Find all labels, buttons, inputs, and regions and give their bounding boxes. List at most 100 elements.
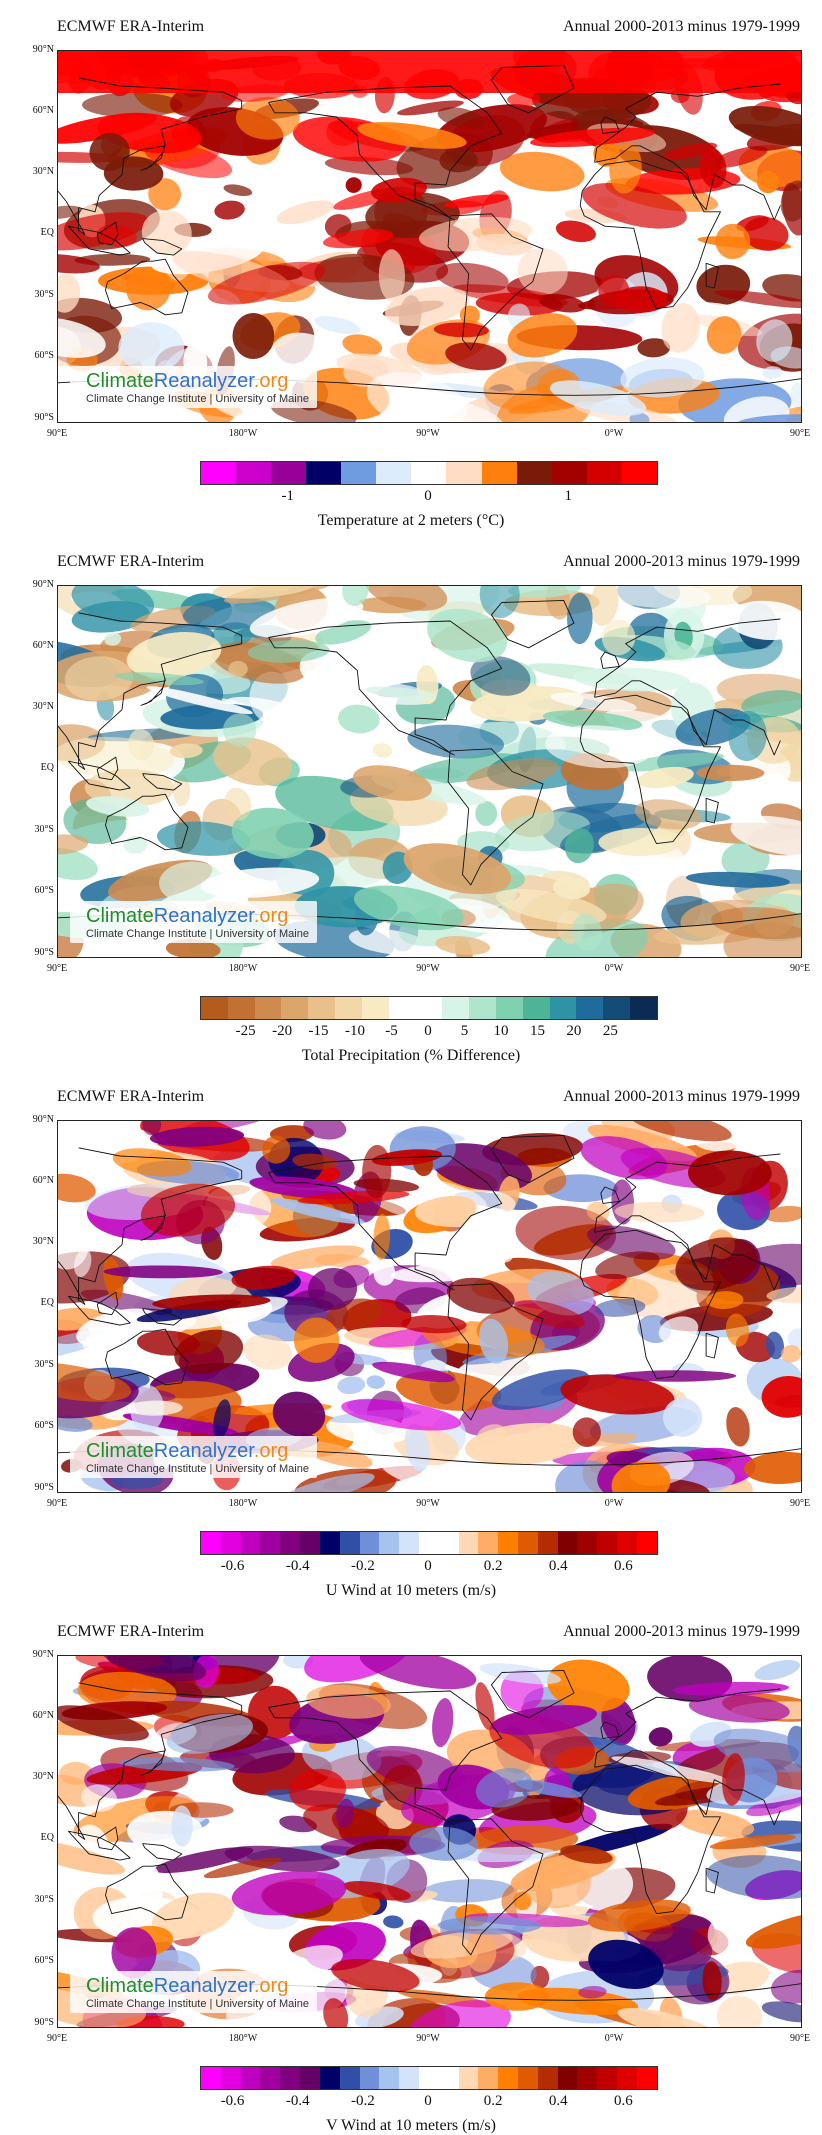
anomaly-map: ClimateReanalyzer.org Climate Change Inst…	[57, 50, 802, 423]
latitude-label: 30°S	[34, 1894, 54, 1905]
colorbar-title: U Wind at 10 meters (m/s)	[325, 1582, 497, 1599]
colorbar-tick-label: -0.2	[350, 1558, 375, 1574]
latitude-label: 60°N	[32, 1710, 54, 1721]
latitude-label: 30°N	[32, 701, 54, 712]
colorbar-tick-label: -1	[281, 488, 294, 504]
colorbar-swatch	[319, 2067, 340, 2089]
colorbar-tick-label: 0.2	[483, 2093, 503, 2109]
coastline	[490, 599, 575, 649]
period-label: Annual 2000-2013 minus 1979-1999	[563, 553, 800, 570]
colorbar-swatch	[399, 1532, 419, 1554]
colorbar-swatch	[537, 1532, 558, 1554]
colorbar-ticks: -25 -20 -15 -10 -5 0 5 10 15 20 25	[200, 1023, 656, 1041]
colorbar-swatch	[478, 1532, 499, 1554]
latitude-label: 90°N	[32, 1649, 54, 1660]
coastline	[579, 1764, 721, 1915]
colorbar-tick-label: 15	[529, 1023, 545, 1039]
colorbar-tick-label: -0.4	[285, 1558, 310, 1574]
colorbar	[200, 996, 658, 1020]
colorbar-tick-label: 0.4	[548, 1558, 568, 1574]
colorbar-tick-label: 0.2	[483, 1558, 503, 1574]
coastline	[490, 1669, 575, 1719]
latitude-label: 30°S	[34, 1359, 54, 1370]
colorbar-swatch	[636, 1532, 657, 1554]
logo-subtitle: Climate Change Institute | University of…	[86, 1998, 309, 2010]
coastline	[447, 1818, 544, 1956]
colorbar-swatch	[341, 462, 377, 484]
u-wind-panel: ECMWF ERA-Interim Annual 2000-2013 minus …	[0, 1070, 822, 1605]
coastline	[268, 620, 503, 756]
latitude-label: 30°N	[32, 166, 54, 177]
v-wind-panel: ECMWF ERA-Interim Annual 2000-2013 minus …	[0, 1605, 822, 2134]
map-field	[58, 586, 801, 957]
logo-subtitle: Climate Change Institute | University of…	[86, 393, 309, 405]
coastline	[58, 1682, 781, 1840]
latitude-label: 60°S	[34, 350, 54, 361]
logo-text-org: .org	[253, 1440, 289, 1462]
colorbar-swatch	[379, 2067, 400, 2089]
coastline	[58, 1147, 781, 1305]
longitude-label: 90°E	[46, 1498, 68, 1509]
colorbar-swatch	[281, 997, 309, 1019]
colorbar-swatch	[418, 1532, 439, 1554]
colorbar-tick-label: -25	[235, 1023, 256, 1039]
colorbar-swatch	[586, 462, 622, 484]
coastline	[600, 651, 620, 669]
colorbar-swatch	[516, 462, 552, 484]
colorbar-swatch	[576, 997, 604, 1019]
latitude-label: 60°S	[34, 1955, 54, 1966]
colorbar-swatch	[319, 1532, 340, 1554]
logo-text-reanalyzer: Reanalyzer	[153, 1440, 254, 1462]
latitude-label: 60°N	[32, 1175, 54, 1186]
colorbar-tick-label: -5	[385, 1023, 398, 1039]
period-label: Annual 2000-2013 minus 1979-1999	[563, 1088, 800, 1105]
colorbar-swatch	[361, 997, 389, 1019]
coastline	[58, 77, 781, 235]
coastline	[142, 238, 183, 256]
colorbar-swatch	[201, 2067, 221, 2089]
coastline	[705, 797, 719, 824]
colorbar-swatch	[469, 997, 496, 1019]
colorbar-swatch	[636, 2067, 657, 2089]
coastline	[268, 1690, 503, 1826]
latitude-label: 60°S	[34, 1420, 54, 1431]
colorbar-tick-label: 20	[566, 1023, 582, 1039]
colorbar-tick-label: 0	[424, 1558, 432, 1574]
colorbar-swatch	[388, 997, 416, 1019]
latitude-label: EQ	[40, 762, 54, 773]
latitude-label: 60°N	[32, 105, 54, 116]
coastline	[142, 1843, 183, 1861]
colorbar-swatch	[236, 462, 272, 484]
logo-text-climate: Climate	[86, 1975, 154, 1997]
coastline	[447, 213, 544, 351]
colorbar-swatch	[240, 1532, 261, 1554]
latitude-label: 90°N	[32, 1114, 54, 1125]
logo-text-reanalyzer: Reanalyzer	[153, 905, 254, 927]
coastline	[96, 221, 119, 246]
colorbar-swatch	[411, 462, 447, 484]
colorbar-tick-label: -0.6	[220, 2093, 245, 2109]
colorbar-swatch	[478, 2067, 499, 2089]
colorbar-swatch	[557, 1532, 578, 1554]
logo-subtitle: Climate Change Institute | University of…	[86, 1463, 309, 1475]
period-label: Annual 2000-2013 minus 1979-1999	[563, 18, 800, 35]
colorbar-tick-label: -0.2	[350, 2093, 375, 2109]
colorbar-swatch	[359, 2067, 380, 2089]
latitude-label: 60°N	[32, 640, 54, 651]
longitude-label: 90°E	[789, 428, 811, 439]
colorbar-swatch	[260, 2067, 281, 2089]
longitude-label: 0°W	[604, 1498, 624, 1509]
colorbar-swatch	[300, 1532, 320, 1554]
latitude-label: 90°S	[34, 947, 54, 958]
latitude-label: 30°N	[32, 1771, 54, 1782]
coastline	[490, 64, 575, 114]
latitude-label: 90°S	[34, 2017, 54, 2028]
logo-text-org: .org	[253, 1975, 289, 1997]
latitude-label: EQ	[40, 227, 54, 238]
colorbar-swatch	[537, 2067, 558, 2089]
colorbar	[200, 1531, 658, 1555]
latitude-label: 90°N	[32, 44, 54, 55]
colorbar-swatch	[418, 2067, 439, 2089]
colorbar-title: V Wind at 10 meters (m/s)	[326, 2117, 496, 2134]
longitude-label: 90°E	[46, 963, 68, 974]
